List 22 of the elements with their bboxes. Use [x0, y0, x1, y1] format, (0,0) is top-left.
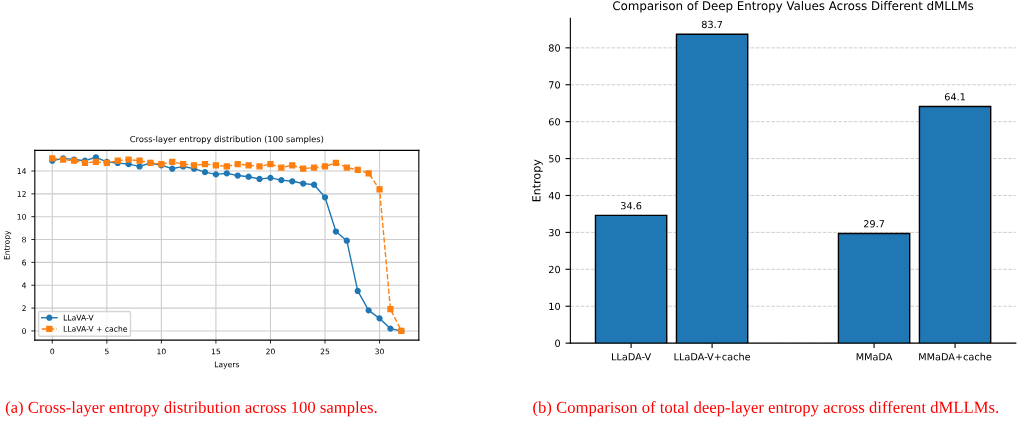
- data-label: 83.7: [701, 20, 723, 29]
- x-tick-label: MMaDA+cache: [919, 352, 992, 361]
- y-tick-label: 50: [549, 155, 560, 163]
- text: (b) Comparison of total deep-layer entropy across different dMLLMs.: [533, 401, 999, 417]
- y-tick-label: 30: [549, 228, 560, 237]
- chart-title: Cross-layer entropy distribution (100 samples): [130, 135, 324, 144]
- chart-title: Comparison of Deep Entropy Values Across Different dMLLMs: [613, 1, 974, 13]
- data-label: 29.7: [863, 220, 885, 228]
- y-tick-label: 10: [549, 302, 560, 311]
- y-tick-label: 20: [548, 265, 560, 274]
- y-tick-label: 70: [549, 81, 560, 89]
- x-tick-label: LLaDA-V+cache: [674, 352, 751, 361]
- y-tick-label: 40: [548, 191, 560, 200]
- x-tick-label: MMaDA: [856, 353, 893, 361]
- x-tick-label: LLaDA-V: [612, 353, 652, 361]
- y-tick-label: 60: [548, 118, 560, 126]
- text: (a) Cross-layer entropy distribution across 100 samples.: [5, 401, 377, 417]
- y-tick-label: 80: [548, 44, 560, 52]
- data-label: 64.1: [944, 93, 965, 101]
- y-axis-title: Entropy: [532, 159, 543, 202]
- data-label: 34.6: [621, 202, 642, 210]
- y-tick-label: 0: [555, 339, 560, 347]
